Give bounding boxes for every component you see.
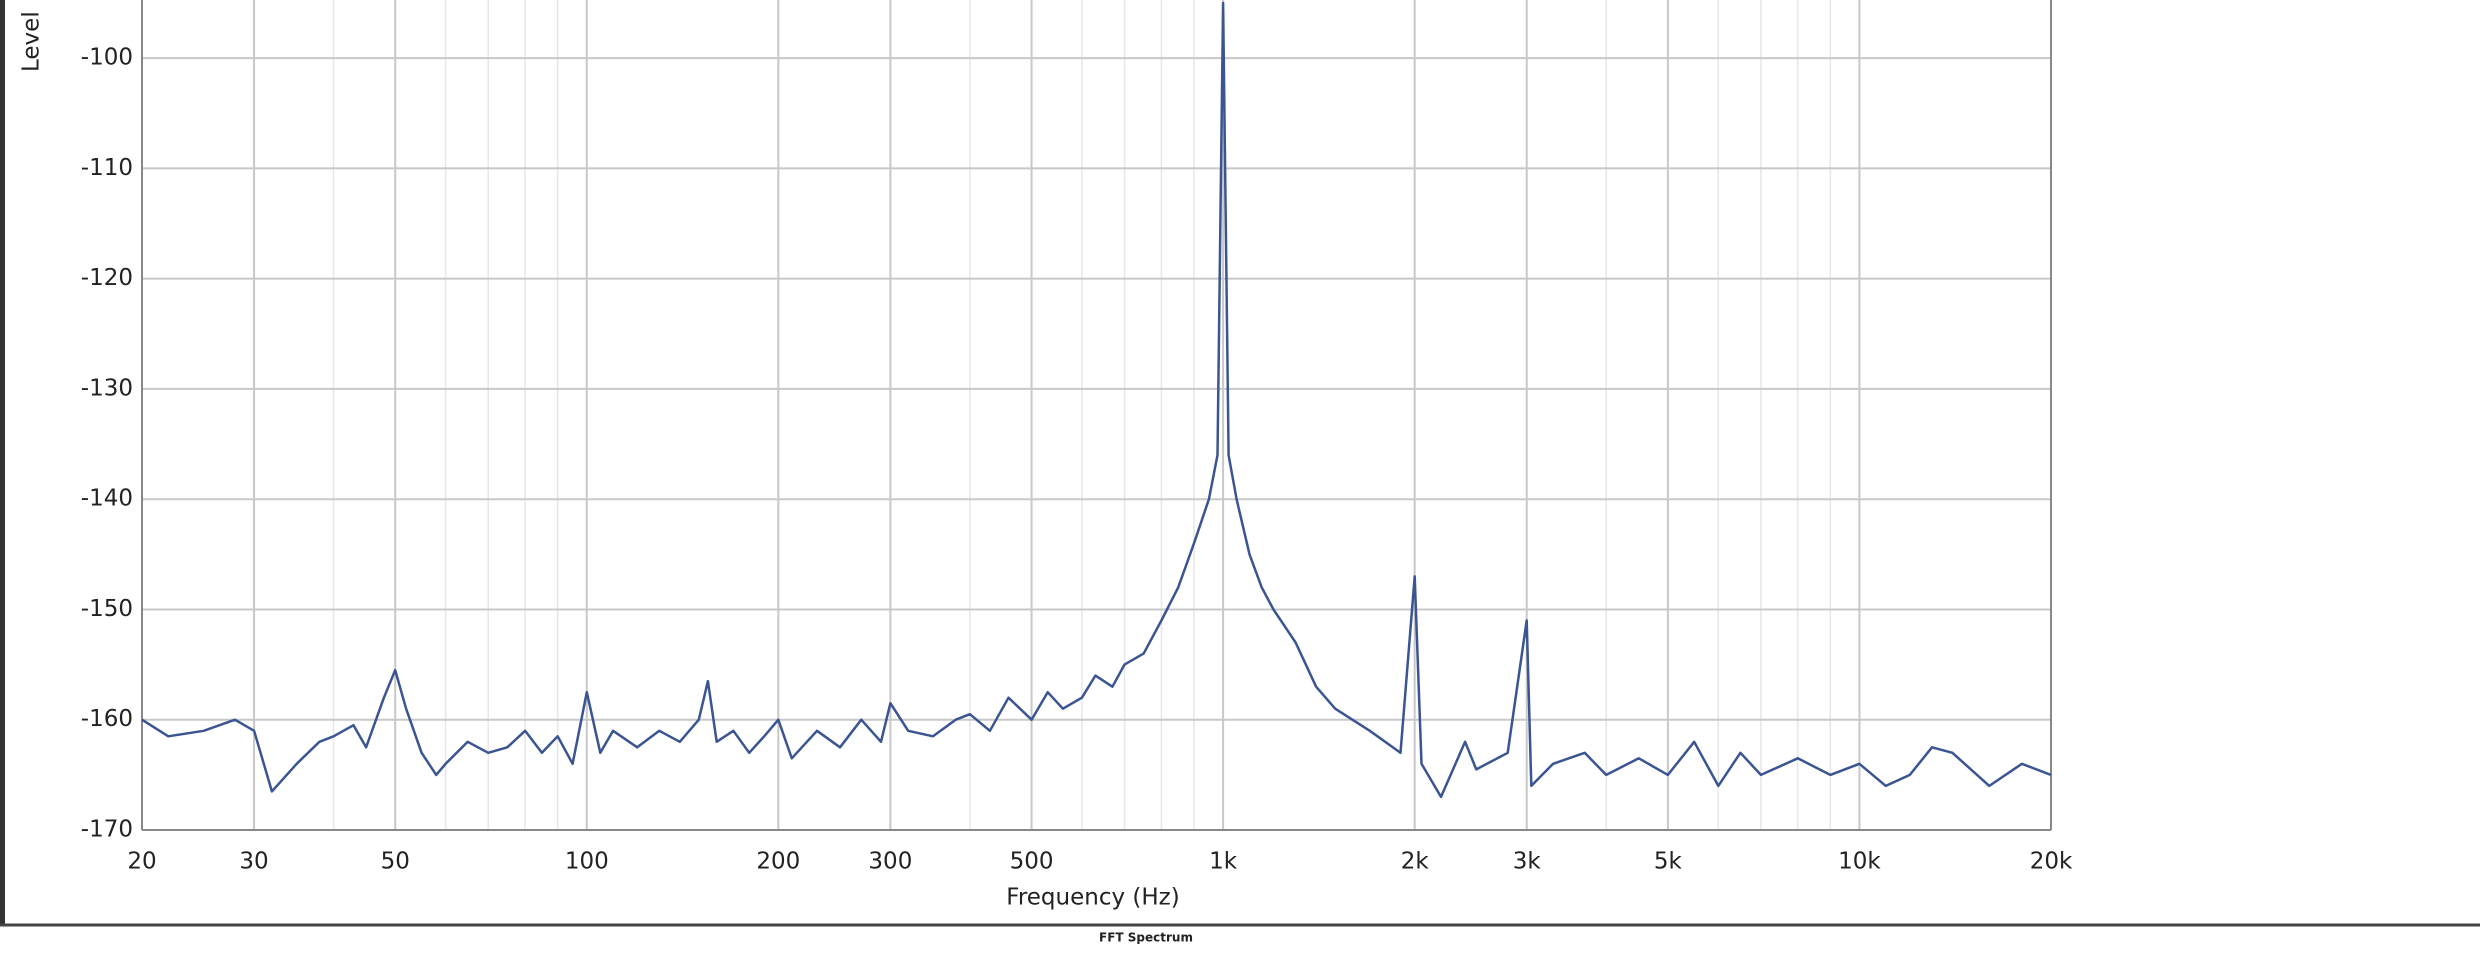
x-tick-label: 500 [1010, 849, 1054, 875]
x-tick-label: 200 [756, 849, 800, 875]
x-tick-label: 10k [1838, 849, 1881, 875]
x-tick-label: 50 [381, 849, 410, 875]
y-tick-label: -110 [81, 155, 133, 181]
x-tick-label: 3k [1513, 849, 1542, 875]
x-tick-label: 5k [1654, 849, 1683, 875]
x-tick-label: 1k [1209, 849, 1238, 875]
y-tick-label: -140 [81, 486, 133, 512]
y-tick-label: -120 [81, 265, 133, 291]
plot-area [141, 1, 2052, 799]
x-axis-label: Frequency (Hz) [1006, 885, 1179, 911]
spectrum-line [141, 1, 2052, 799]
x-tick-label: 2k [1401, 849, 1430, 875]
x-tick-label: 100 [565, 849, 609, 875]
x-tick-label: 20k [2030, 849, 2073, 875]
y-tick-label: -170 [81, 817, 133, 843]
grid [141, 0, 2052, 831]
y-tick-label: -150 [81, 596, 133, 622]
footer-title: FFT Spectrum [1099, 931, 1193, 945]
x-tick-label: 300 [868, 849, 912, 875]
y-axis-label: Level [19, 11, 45, 72]
x-tick-label: 30 [239, 849, 268, 875]
x-tick-label: 20 [127, 849, 156, 875]
y-tick-label: -100 [81, 45, 133, 71]
y-tick-label: -160 [81, 706, 133, 732]
y-tick-label: -130 [81, 375, 133, 401]
window-border [0, 0, 5, 925]
